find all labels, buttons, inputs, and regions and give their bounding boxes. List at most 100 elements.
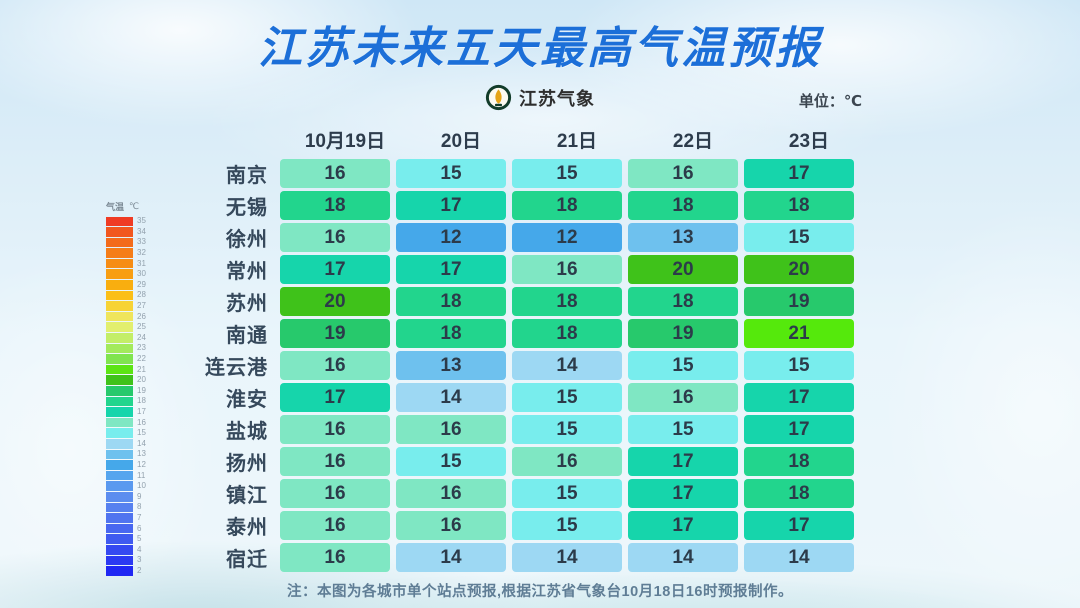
temperature-cell: 17 [744, 415, 854, 444]
city-label: 淮安 [226, 389, 268, 411]
legend-swatch [106, 322, 133, 333]
temperature-cell: 17 [744, 159, 854, 188]
table-row: 泰州 16 16 15 17 17 [170, 511, 870, 540]
legend-entry: 14 [106, 438, 166, 449]
temperature-cell: 15 [628, 351, 738, 380]
legend-entry: 27 [106, 301, 166, 312]
legend-value: 29 [137, 279, 146, 289]
legend-value: 28 [137, 290, 146, 300]
temperature-cell: 20 [744, 255, 854, 284]
temperature-cell: 17 [396, 255, 506, 284]
legend-value: 23 [137, 343, 146, 353]
temperature-cell: 15 [512, 479, 622, 508]
legend-swatch [106, 566, 133, 576]
date-header: 20日 [440, 131, 482, 152]
legend-swatch [106, 491, 133, 502]
legend-entry: 21 [106, 364, 166, 375]
temperature-cell: 17 [628, 447, 738, 476]
city-label: 扬州 [226, 453, 268, 475]
temperature-cell: 13 [396, 351, 506, 380]
temperature-cell: 14 [512, 351, 622, 380]
legend-swatch [106, 417, 133, 428]
legend-swatch [106, 248, 133, 258]
legend-value: 10 [137, 481, 146, 491]
table-row: 苏州 20 18 18 18 19 [170, 287, 870, 316]
legend-swatch [106, 301, 133, 311]
legend-value: 5 [137, 534, 142, 544]
temperature-cell: 18 [512, 191, 622, 220]
temperature-cell: 18 [744, 479, 854, 508]
legend-scale: 35 34 33 32 31 30 29 28 27 26 25 24 23 22 21 20 19 18 17 16… [106, 216, 166, 576]
legend-swatch [106, 523, 133, 534]
temperature-cell: 17 [744, 383, 854, 412]
temperature-cell: 15 [396, 159, 506, 188]
temperature-cell: 17 [396, 191, 506, 220]
legend-value: 15 [137, 428, 146, 438]
temperature-cell: 16 [512, 255, 622, 284]
temperature-cell: 20 [628, 255, 738, 284]
legend-value: 31 [137, 258, 146, 268]
cloud-decoration [880, 200, 1080, 608]
legend-value: 9 [137, 491, 142, 501]
legend-entry: 15 [106, 428, 166, 439]
legend-entry: 8 [106, 502, 166, 513]
temperature-cell: 18 [280, 191, 390, 220]
legend-title: 气温 [106, 202, 125, 212]
legend-value: 34 [137, 226, 146, 236]
temperature-cell: 13 [628, 223, 738, 252]
legend-swatch [106, 449, 133, 460]
legend-swatch [106, 364, 133, 375]
date-header: 22日 [672, 131, 714, 152]
temperature-cell: 15 [512, 511, 622, 540]
legend-entry: 16 [106, 417, 166, 428]
legend-entry: 23 [106, 343, 166, 354]
legend-entry: 33 [106, 237, 166, 248]
table-row: 南通 19 18 18 19 21 [170, 319, 870, 348]
legend-entry: 3 [106, 555, 166, 566]
legend-entry: 22 [106, 354, 166, 365]
table-row: 镇江 16 16 15 17 18 [170, 479, 870, 508]
legend-value: 19 [137, 385, 146, 395]
legend-value: 8 [137, 502, 142, 512]
temperature-cell: 15 [744, 223, 854, 252]
city-label: 南京 [226, 165, 268, 187]
date-header: 10月19日 [304, 131, 386, 152]
temperature-cell: 16 [280, 351, 390, 380]
legend-value: 25 [137, 322, 146, 332]
legend-value: 32 [137, 248, 146, 258]
temperature-cell: 18 [396, 319, 506, 348]
city-label: 镇江 [226, 485, 268, 507]
legend-value: 16 [137, 417, 146, 427]
legend-entry: 6 [106, 523, 166, 534]
legend-entry: 20 [106, 375, 166, 386]
table-row: 南京 16 15 15 16 17 [170, 159, 870, 188]
table-row: 无锡 18 17 18 18 18 [170, 191, 870, 220]
temperature-cell: 12 [396, 223, 506, 252]
temperature-cell: 18 [628, 191, 738, 220]
legend-swatch [106, 396, 133, 407]
legend-swatch [106, 407, 133, 417]
legend-value: 7 [137, 512, 142, 522]
temperature-cell: 15 [512, 383, 622, 412]
temperature-cell: 14 [396, 383, 506, 412]
legend-entry: 4 [106, 544, 166, 555]
temperature-cell: 14 [744, 543, 854, 572]
temperature-cell: 18 [744, 447, 854, 476]
table-row: 盐城 16 16 15 15 17 [170, 415, 870, 444]
temperature-cell: 16 [396, 511, 506, 540]
table-row: 徐州 16 12 12 13 15 [170, 223, 870, 252]
legend-value: 21 [137, 364, 146, 374]
legend-entry: 31 [106, 258, 166, 269]
legend-value: 18 [137, 396, 146, 406]
legend-value: 33 [137, 237, 146, 247]
legend-entry: 11 [106, 470, 166, 481]
temperature-legend: 气温 ℃ 35 34 33 32 31 30 29 28 27 26 25 24 23 22 21 20 19 1… [106, 200, 166, 576]
temperature-cell: 14 [396, 543, 506, 572]
temperature-cell: 18 [396, 287, 506, 316]
date-header-row: 10月19日 20日 21日 22日 23日 [290, 126, 870, 153]
legend-swatch [106, 460, 133, 470]
city-label: 苏州 [226, 293, 268, 315]
temperature-cell: 16 [280, 223, 390, 252]
temperature-cell: 21 [744, 319, 854, 348]
legend-value: 2 [137, 565, 142, 575]
